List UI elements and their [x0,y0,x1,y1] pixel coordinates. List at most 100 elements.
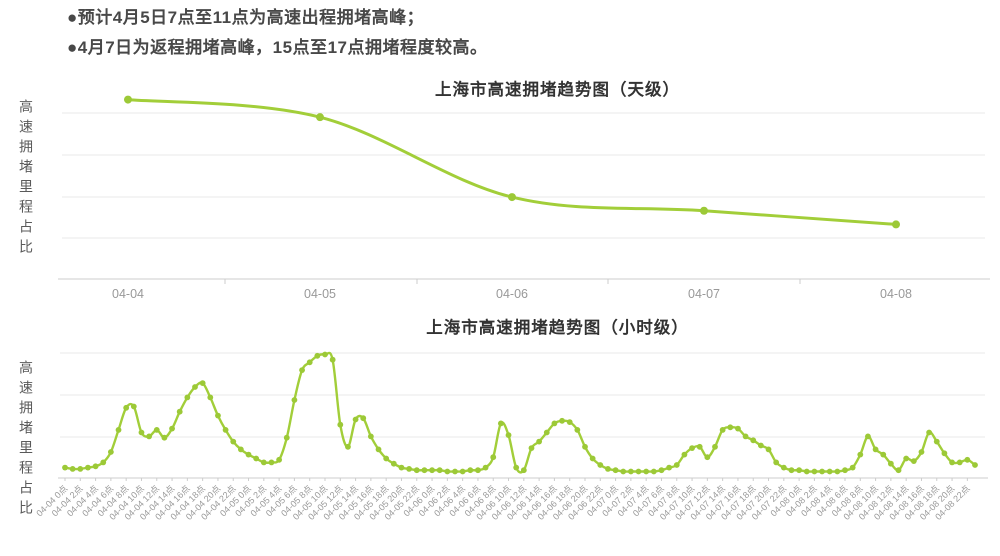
data-point [865,433,871,440]
data-point [559,417,565,424]
data-point [513,464,520,471]
data-point [926,429,933,436]
data-point [100,459,107,466]
data-point [689,445,695,451]
data-point [62,464,68,471]
data-point [444,468,451,475]
data-point [169,425,175,432]
x-axis-tick-label: 04-08 [880,287,912,301]
data-point [176,408,183,415]
data-point [597,462,604,468]
data-point [406,466,413,472]
data-point [475,467,481,474]
data-point [316,113,324,122]
data-point [796,467,803,474]
data-point [413,467,420,474]
data-point [459,468,466,475]
x-axis-tick-label: 04-05 [304,287,336,301]
data-point [658,467,665,474]
data-point [681,451,688,458]
data-point [329,356,336,363]
data-point [543,429,550,436]
data-point [834,468,841,475]
data-point [650,468,657,475]
summary-bullet-1: ●预计4月5日7点至11点为高速出程拥堵高峰； [67,8,425,27]
data-point [551,420,558,427]
data-point [704,454,711,461]
data-point [566,419,573,425]
data-point [421,467,428,474]
data-point [605,466,611,472]
data-point [490,454,497,461]
data-point [536,438,543,445]
data-point [750,437,757,444]
data-point [467,467,474,474]
data-point [291,397,298,403]
data-point [892,220,900,229]
x-axis-tick-label: 04-04 [112,287,144,301]
data-point [582,443,588,450]
data-point [949,459,955,466]
data-point [153,427,160,433]
data-point [383,455,390,462]
data-point [306,359,313,366]
hourly-chart-y-axis-label: 高速拥堵里程占比 [18,360,34,520]
data-point [222,427,229,433]
data-point [941,450,948,457]
data-point [497,420,504,427]
data-point [314,352,321,359]
data-point [719,427,726,433]
data-point [589,455,596,462]
data-point [360,415,367,422]
data-point [107,449,114,455]
daily-chart-y-axis-label: 高速拥堵里程占比 [18,99,34,259]
data-point [138,429,145,436]
data-point [85,464,91,471]
x-axis-tick-label: 04-07 [688,287,720,301]
data-point [367,433,374,440]
data-point [887,460,894,467]
data-point [69,466,76,472]
data-point [910,458,917,464]
daily-chart-title: 上海市高速拥堵趋势图（天级） [435,81,680,99]
data-point [635,468,642,475]
data-point [124,95,132,104]
data-point [918,449,925,455]
data-point [528,445,535,451]
data-point [398,464,405,471]
data-point [505,432,512,438]
daily-chart-plot: 04-04 04-05 04-06 04-07 04-08 [58,95,990,301]
data-point [895,467,902,474]
data-point [735,425,741,432]
data-point [276,456,283,463]
data-point [452,468,458,475]
data-point [352,416,359,423]
data-point [230,438,237,445]
data-point [712,443,718,450]
data-point [436,467,443,474]
data-point [520,467,527,474]
data-point [643,468,650,475]
data-point [700,206,708,215]
data-point [788,467,795,474]
data-point [880,451,887,458]
data-point [620,468,627,475]
summary-bullet-2: ●4月7日为返程拥堵高峰，15点至17点拥堵程度较高。 [67,38,488,57]
data-point [933,438,940,445]
data-point [146,433,153,440]
data-point [283,434,290,441]
data-point [429,467,435,474]
data-point [826,468,833,475]
data-point [337,421,344,428]
data-point [299,367,305,373]
data-point [268,459,275,466]
data-point [253,455,260,462]
data-point [161,434,168,441]
data-point [780,464,787,471]
data-point [199,380,206,386]
data-point [627,468,634,475]
data-point [612,467,619,474]
daily-line-series [126,98,898,226]
data-point [345,443,351,450]
